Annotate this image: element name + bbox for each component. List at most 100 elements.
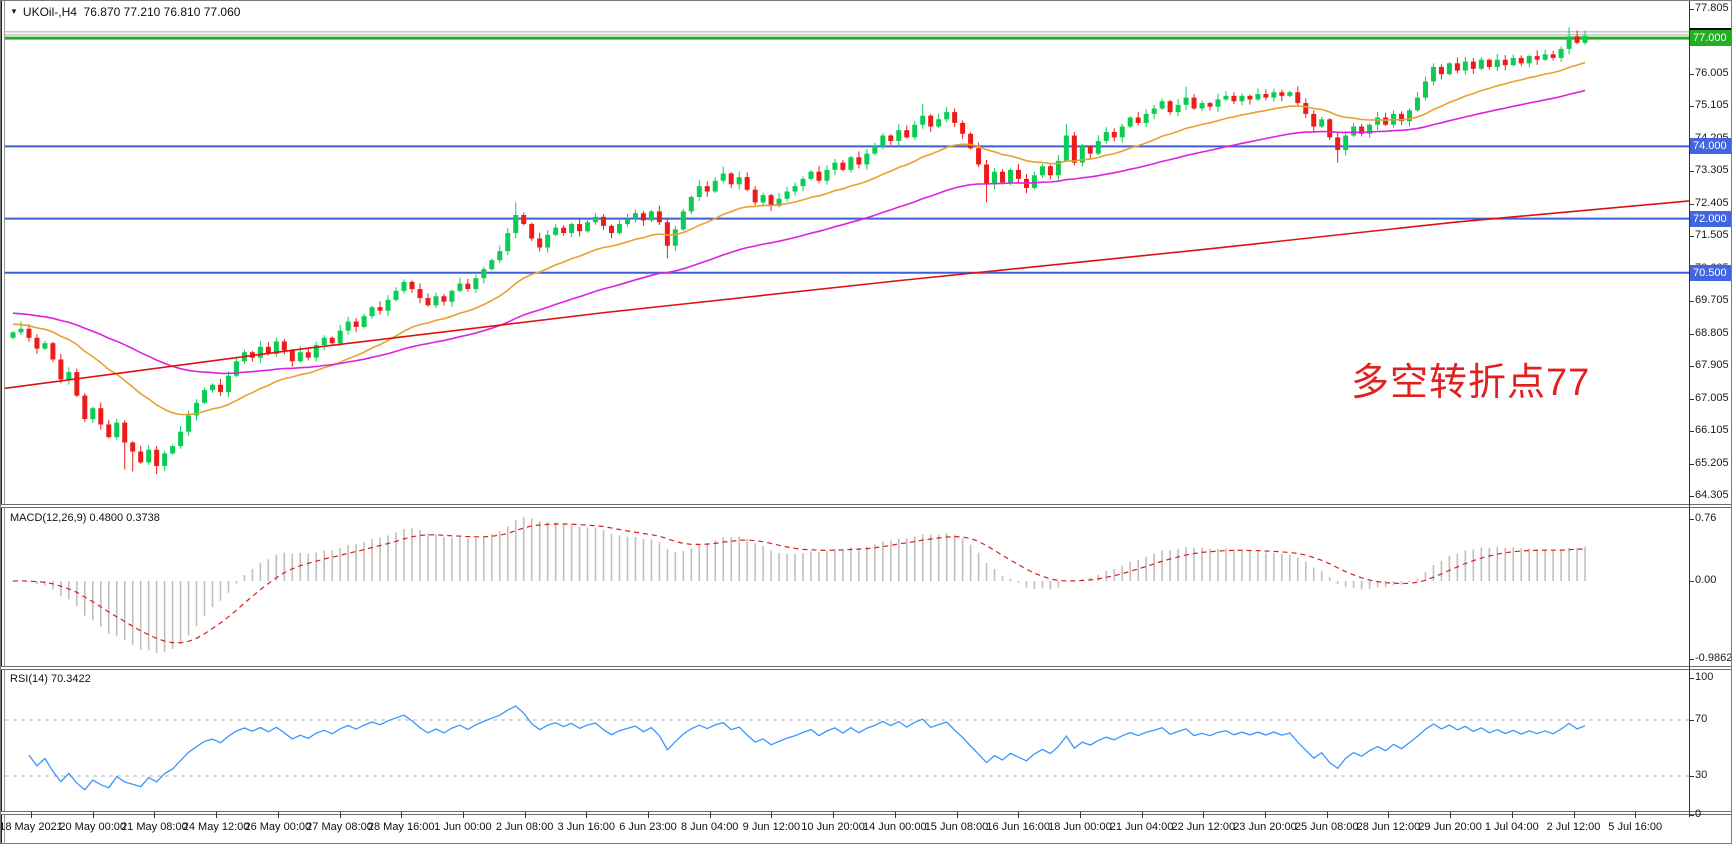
macd-histogram-bar [1520,548,1523,581]
candle-body [1327,119,1333,138]
time-axis-separator [1,811,1731,815]
candle-body [66,372,72,380]
candle-body [114,422,120,438]
candle-body [138,451,144,463]
candle-body [760,195,766,203]
candle-body [632,213,638,219]
macd-indicator-panel[interactable] [5,508,1689,666]
macd-histogram-bar [1352,581,1355,588]
candle-body [904,130,910,138]
candle-body [106,424,112,438]
macd-histogram-bar [251,569,254,581]
candle-body [449,290,455,302]
macd-histogram-bar [746,538,748,581]
macd-histogram-bar [483,536,485,581]
candle-body [481,269,487,279]
macd-histogram-bar [451,537,453,581]
symbol-dropdown-icon[interactable]: ▼ [10,7,18,16]
candle-body [1399,113,1405,122]
time-axis-label: 14 Jun 00:00 [862,821,927,833]
candle-body [1031,175,1037,188]
candle-body [792,186,798,192]
macd-signal-line[interactable] [12,523,1586,644]
macd-histogram-bar [12,581,14,582]
macd-histogram-bar [1568,547,1570,581]
price-axis-tick [1689,463,1694,465]
candle-body [1167,101,1173,113]
candle-body [273,341,279,355]
time-axis-tick [833,812,835,818]
time-axis-label: 24 May 12:00 [182,821,250,833]
candle-body [26,328,32,338]
time-axis-label: 25 Jun 08:00 [1294,821,1359,833]
rsi-line[interactable] [28,705,1586,791]
candle-body [1063,135,1069,161]
macd-histogram-bar [810,551,812,581]
candle-body [1135,117,1141,123]
candle-body [1079,146,1085,163]
macd-histogram-bar [1009,578,1012,581]
price-axis-label: 73.305 [1695,164,1729,177]
macd-histogram-bar [1057,581,1060,588]
macd-panel-separator[interactable] [1,504,1731,508]
rsi-panel-separator[interactable] [1,666,1731,670]
time-axis-tick [1141,812,1143,818]
main-price-chart[interactable] [5,1,1689,504]
candle-body [545,234,551,248]
macd-histogram-bar [1097,574,1100,581]
macd-histogram-bar [945,533,948,581]
moving-average-line[interactable] [12,61,1586,416]
macd-histogram-bar [1105,570,1108,581]
time-axis-tick [1635,812,1637,818]
time-axis-tick [1203,812,1205,818]
macd-histogram-bar [985,562,988,581]
macd-histogram-bar [323,550,326,581]
candle-body [856,157,862,165]
candle-body [313,345,319,358]
macd-histogram-bar [858,547,860,581]
price-axis-tick [1689,431,1694,433]
candle-body [1558,48,1564,58]
macd-histogram-bar [1257,551,1259,581]
rsi-axis-tick [1689,720,1694,721]
candle-body [162,453,168,466]
time-axis-label: 8 Jun 04:00 [680,821,739,833]
candle-body [473,278,479,290]
trend-line[interactable] [5,200,1689,390]
moving-average-line[interactable] [12,89,1586,375]
time-axis-label: 18 May 2021 [0,821,63,833]
time-axis-tick [1018,812,1020,818]
time-axis-label: 21 May 08:00 [121,821,188,833]
candle-body [1047,166,1053,176]
candle-body [441,296,447,302]
candle-body [225,375,231,392]
candle-body [529,224,535,239]
candle-body [122,422,128,443]
macd-histogram-bar [1233,549,1235,581]
time-axis-label: 2 Jun 08:00 [495,821,554,833]
macd-histogram-bar [347,545,349,581]
macd-histogram-bar [1512,547,1515,581]
rsi-indicator-panel[interactable] [5,670,1689,811]
candle-body [1000,171,1006,183]
time-axis-tick [1388,812,1390,818]
candle-body [409,281,415,290]
candle-body [154,449,160,466]
macd-histogram-bar [961,538,964,581]
macd-histogram-bar [259,562,262,581]
time-axis-tick [1265,812,1266,818]
macd-axis-tick [1689,581,1694,582]
candle-body [505,233,511,252]
candle-body [1438,66,1444,75]
macd-histogram-bar [1161,550,1163,581]
candle-body [82,395,88,420]
candle-body [1215,99,1221,107]
candle-body [984,164,990,185]
macd-histogram-bar [28,581,30,582]
rsi-axis-tick [1689,815,1694,817]
macd-histogram-bar [1025,581,1028,588]
macd-histogram-bar [618,535,621,581]
price-axis-tick [1689,106,1694,108]
macd-histogram-bar [1041,581,1044,589]
price-axis-label: 77.805 [1695,2,1729,14]
